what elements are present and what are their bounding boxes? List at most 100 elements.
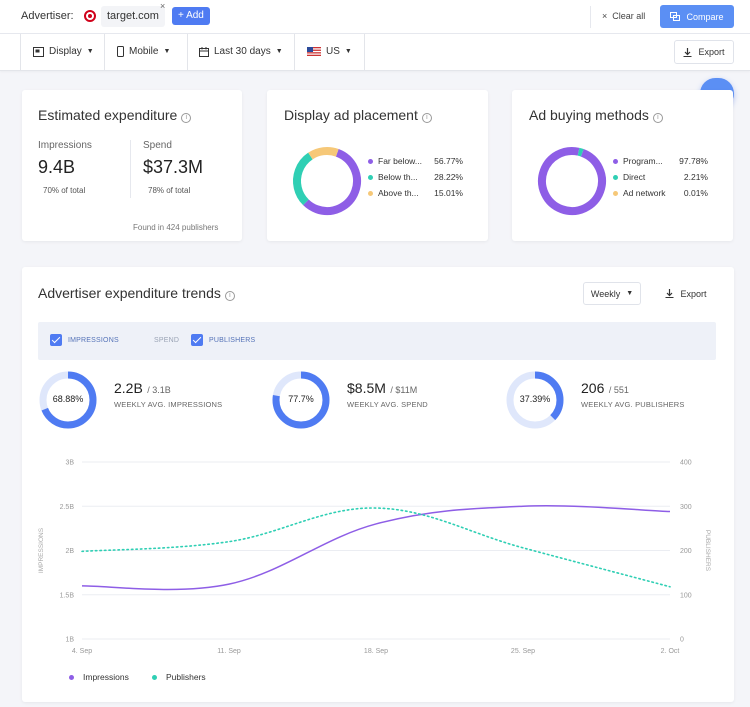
- divider: [294, 34, 295, 71]
- kpi-label: WEEKLY AVG. PUBLISHERS: [581, 400, 685, 409]
- compare-icon: [670, 12, 681, 21]
- placement-legend: Far below... 56.77% Below th... 28.22% Above…: [368, 156, 463, 204]
- legend-row[interactable]: Below th... 28.22%: [368, 172, 463, 182]
- filter-bar: [0, 34, 750, 71]
- kpi-label: WEEKLY AVG. SPEND: [347, 400, 428, 409]
- card-title: Ad buying methods i: [529, 107, 663, 123]
- granularity-select[interactable]: Weekly ▼: [583, 282, 641, 305]
- clear-all-button[interactable]: × Clear all: [602, 11, 645, 21]
- download-icon: [683, 47, 692, 57]
- ring-fill: [272, 371, 330, 429]
- chevron-down-icon: ▼: [275, 48, 283, 55]
- y-axis-label: IMPRESSIONS: [38, 527, 45, 573]
- divider: [130, 140, 131, 198]
- publishers-toggle[interactable]: PUBLISHERS: [191, 334, 255, 346]
- legend-label: Program...: [623, 156, 663, 166]
- display-icon: [33, 46, 44, 57]
- legend-impressions[interactable]: Impressions: [69, 672, 129, 682]
- donut-slice: [293, 147, 361, 215]
- y2-tick-label: 100: [680, 592, 692, 599]
- impressions-toggle[interactable]: IMPRESSIONS: [50, 334, 119, 346]
- publishers-ring-label: 37.39%: [519, 394, 551, 404]
- y2-tick-label: 400: [680, 460, 692, 467]
- info-icon[interactable]: i: [421, 113, 432, 123]
- donut-slice: [538, 147, 606, 215]
- add-advertiser-button[interactable]: + Add: [172, 7, 210, 25]
- info-icon[interactable]: i: [181, 113, 192, 123]
- display-filter[interactable]: Display ▼: [33, 46, 94, 57]
- country-filter[interactable]: US ▼: [307, 46, 352, 57]
- buying-donut: [538, 147, 606, 215]
- display-ad-placement-card: Display ad placement i Far below... 56.77%…: [267, 90, 488, 241]
- spend-share: 78% of total: [148, 186, 191, 195]
- display-filter-label: Display: [49, 46, 82, 57]
- info-icon[interactable]: i: [224, 291, 235, 301]
- y2-tick-label: 200: [680, 548, 692, 555]
- spend-value: $37.3M: [143, 157, 204, 177]
- publishers-kpi: 206 / 551: [581, 380, 629, 398]
- compare-button[interactable]: Compare: [660, 5, 734, 28]
- legend-publishers[interactable]: Publishers: [152, 672, 206, 682]
- x-tick-label: 4. Sep: [72, 648, 92, 655]
- legend-value: 28.22%: [434, 172, 463, 182]
- legend-value: 15.01%: [434, 188, 463, 198]
- legend-label: Impressions: [83, 672, 129, 682]
- checkbox-checked-icon: [191, 334, 203, 346]
- legend-row[interactable]: Program... 97.78%: [613, 156, 708, 166]
- card-title-text: Ad buying methods: [529, 107, 649, 123]
- divider: [364, 34, 365, 71]
- y2-axis-label: PUBLISHERS: [704, 530, 711, 572]
- target-logo-icon: [84, 10, 96, 22]
- info-icon[interactable]: i: [652, 113, 663, 123]
- publishers-ring: [506, 371, 564, 429]
- placement-donut: [293, 147, 361, 215]
- expenditure-trends-card: Advertiser expenditure trends i Weekly ▼ E…: [22, 267, 734, 702]
- publishers-found: Found in 424 publishers: [133, 223, 219, 232]
- legend-row[interactable]: Direct 2.21%: [613, 172, 708, 182]
- close-icon: ×: [602, 11, 608, 21]
- kpi-total: / 551: [608, 385, 629, 395]
- chevron-down-icon: ▼: [163, 48, 171, 55]
- divider: [590, 6, 591, 28]
- chevron-down-icon: ▼: [626, 290, 634, 297]
- trends-line-chart: 1B 1.5B 2B 2.5B 3B 0 100 200 300 400 4. Sep 11. Sep…: [38, 460, 711, 656]
- device-filter[interactable]: Mobile ▼: [117, 46, 170, 57]
- legend-row[interactable]: Ad network 0.01%: [613, 188, 708, 198]
- y-tick-label: 1B: [65, 637, 74, 644]
- period-filter-label: Last 30 days: [214, 46, 271, 57]
- legend-swatch: [613, 190, 618, 196]
- buying-legend: Program... 97.78% Direct 2.21% Ad network 0.0…: [613, 156, 708, 204]
- country-filter-label: US: [326, 46, 340, 57]
- x-tick-label: 25. Sep: [511, 648, 535, 655]
- y-tick-label: 2.5B: [60, 504, 75, 511]
- y-tick-label: 2B: [65, 548, 74, 555]
- kpi-total: / 3.1B: [147, 385, 171, 395]
- legend-label: Ad network: [623, 188, 666, 198]
- period-filter[interactable]: Last 30 days ▼: [199, 46, 283, 57]
- legend-row[interactable]: Far below... 56.77%: [368, 156, 463, 166]
- mobile-icon: [117, 46, 124, 57]
- y-tick-label: 3B: [65, 460, 74, 467]
- kpi-value: 2.2B: [114, 380, 143, 396]
- divider: [20, 34, 21, 71]
- donut-slice: [293, 147, 361, 215]
- legend-row[interactable]: Above th... 15.01%: [368, 188, 463, 198]
- trends-export-button[interactable]: Export: [655, 282, 717, 305]
- kpi-value: 206: [581, 380, 605, 396]
- remove-advertiser-icon[interactable]: ×: [160, 1, 166, 11]
- advertiser-chip[interactable]: target.com: [101, 6, 165, 27]
- impressions-share: 70% of total: [43, 186, 86, 195]
- x-tick-label: 18. Sep: [364, 648, 388, 655]
- legend-swatch: [613, 158, 618, 164]
- checkbox-checked-icon: [50, 334, 62, 346]
- donut-slice: [538, 147, 606, 215]
- export-label: Export: [680, 288, 707, 299]
- legend-label: Far below...: [378, 156, 422, 166]
- toggle-label: SPEND: [154, 336, 180, 344]
- card-title: Estimated expenditure i: [38, 107, 192, 123]
- spend-toggle[interactable]: SPEND: [136, 334, 179, 346]
- y2-tick-label: 0: [680, 637, 684, 644]
- legend-value: 0.01%: [683, 188, 708, 198]
- granularity-value: Weekly: [590, 288, 621, 299]
- export-button[interactable]: Export: [674, 40, 734, 64]
